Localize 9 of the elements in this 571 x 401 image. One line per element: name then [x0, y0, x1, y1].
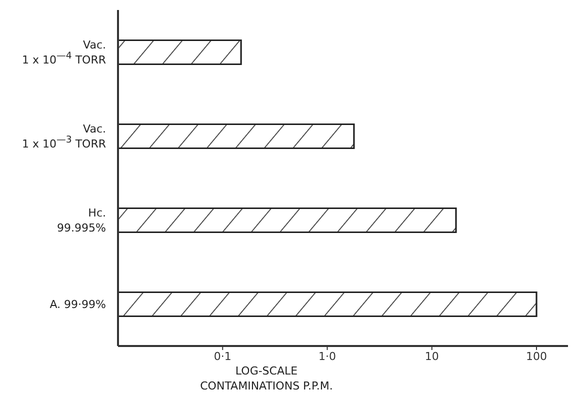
y-tick-label: A. 99·99%: [50, 298, 106, 311]
x-tick-label: 100: [526, 350, 548, 363]
x-tick-label: 10: [424, 350, 439, 363]
category-label: Vac. 1 x 10$^{—3}$ TORR: [22, 122, 106, 150]
x-tick-label: 0·1: [214, 350, 232, 363]
x-axis-title: LOG-SCALE CONTAMINATIONS P.P.M.: [200, 364, 333, 392]
y-tick-label: Hc. 99.995%: [57, 206, 106, 234]
category-label: Vac. 1 x 10$^{—4}$ TORR: [22, 38, 106, 66]
x-tick-label: 1·0: [318, 350, 336, 363]
